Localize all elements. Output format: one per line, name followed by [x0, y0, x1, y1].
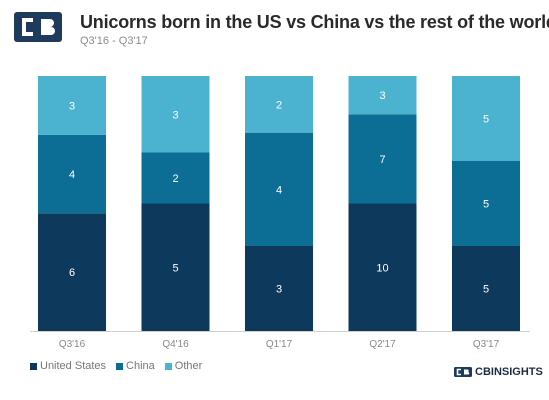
legend-item-other: Other	[164, 360, 203, 372]
bar-segment-united-states	[348, 203, 417, 331]
legend-item-china: China	[116, 360, 155, 372]
bar-segment-united-states	[38, 213, 106, 331]
legend-label: China	[126, 360, 155, 372]
legend-swatch	[116, 362, 124, 370]
bar-segment-china	[38, 134, 106, 214]
bar-segment-other	[141, 76, 210, 153]
bar-data-label: 2	[172, 173, 178, 185]
bar-segment-other	[245, 76, 313, 133]
x-tick-label: Q3'17	[473, 339, 500, 350]
bar-data-label: 10	[376, 262, 388, 274]
cb-insights-logo-icon	[14, 12, 62, 42]
bar-data-label: 5	[483, 199, 489, 211]
bar-segment-other	[38, 76, 106, 135]
chart-subtitle: Q3'16 - Q3'17	[80, 35, 148, 47]
bar-data-label: 3	[172, 109, 178, 121]
brand-footer: CBINSIGHTS	[454, 366, 543, 378]
bar-data-label: 5	[172, 262, 178, 274]
bar-data-label: 5	[483, 284, 489, 296]
bar-segment-china	[348, 114, 417, 204]
bar-segment-united-states	[245, 246, 313, 331]
bar-segment-china	[452, 161, 520, 246]
x-axis-tick-labels: Q3'16 Q4'16 Q1'17 Q2'17 Q3'17	[59, 339, 500, 350]
legend-item-united-states: United States	[30, 360, 106, 372]
bar-segment-united-states	[452, 246, 520, 331]
brand-label: CBINSIGHTS	[475, 366, 543, 378]
bar-data-label: 5	[483, 114, 489, 126]
bar-data-label: 4	[276, 184, 282, 196]
bar-segment-china	[245, 132, 313, 246]
chart-title: Unicorns born in the US vs China vs the …	[80, 12, 549, 32]
cb-insights-mark-icon	[454, 367, 472, 377]
chart-header: Unicorns born in the US vs China vs the …	[14, 12, 549, 52]
bars-group: 6 4 3 5 2 3 3 4 2 10 7 3 5 5 5	[38, 76, 520, 331]
legend: United States China Other	[30, 360, 202, 372]
x-tick-label: Q2'17	[369, 339, 396, 350]
bar-data-label: 6	[69, 267, 75, 279]
bar-segment-united-states	[141, 203, 210, 331]
bar-data-label: 4	[69, 169, 75, 181]
legend-label: Other	[174, 360, 203, 372]
legend-label: United States	[40, 360, 107, 372]
bar-data-label: 7	[379, 154, 385, 166]
bar-segment-china	[141, 152, 210, 204]
x-tick-label: Q3'16	[59, 339, 86, 350]
bar-data-label: 2	[276, 99, 282, 111]
bar-data-label: 3	[69, 100, 75, 112]
legend-swatch	[30, 362, 37, 370]
x-tick-label: Q1'17	[266, 339, 293, 350]
bar-segment-other	[452, 76, 520, 161]
bar-data-label: 3	[379, 90, 385, 102]
x-tick-label: Q4'16	[162, 339, 189, 350]
bar-data-label: 3	[276, 284, 282, 296]
bar-segment-other	[348, 76, 417, 115]
legend-swatch	[164, 362, 172, 370]
